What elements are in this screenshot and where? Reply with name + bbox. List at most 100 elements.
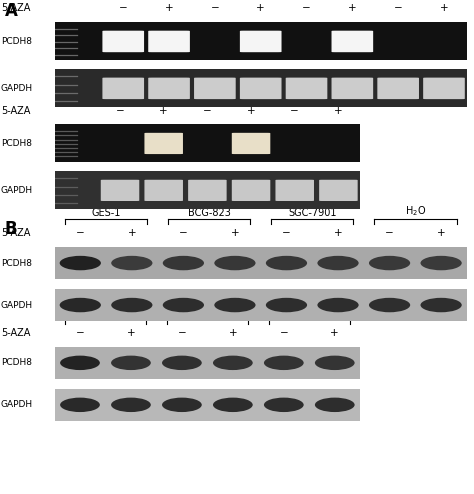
- Text: 5-AZA: 5-AZA: [1, 3, 30, 13]
- Text: 5-AZA: 5-AZA: [1, 228, 30, 238]
- Text: −: −: [302, 3, 311, 13]
- Text: +: +: [440, 3, 448, 13]
- FancyBboxPatch shape: [188, 180, 227, 201]
- Text: −: −: [76, 228, 85, 238]
- FancyBboxPatch shape: [319, 180, 358, 201]
- Ellipse shape: [213, 356, 253, 370]
- Ellipse shape: [369, 256, 410, 270]
- Text: −: −: [119, 3, 128, 13]
- Text: PCDH8: PCDH8: [1, 139, 32, 148]
- Text: GAPDH: GAPDH: [1, 83, 33, 93]
- Text: +: +: [231, 228, 239, 238]
- FancyBboxPatch shape: [423, 78, 465, 99]
- Text: +: +: [128, 228, 136, 238]
- FancyBboxPatch shape: [331, 31, 373, 52]
- Text: MKN-28: MKN-28: [210, 85, 248, 95]
- FancyBboxPatch shape: [240, 78, 282, 99]
- Ellipse shape: [214, 298, 255, 312]
- Ellipse shape: [264, 356, 304, 370]
- Ellipse shape: [315, 356, 355, 370]
- Text: −: −: [178, 328, 186, 338]
- FancyBboxPatch shape: [377, 78, 419, 99]
- Ellipse shape: [369, 298, 410, 312]
- FancyBboxPatch shape: [148, 31, 190, 52]
- FancyBboxPatch shape: [148, 78, 190, 99]
- Ellipse shape: [315, 398, 355, 412]
- Text: −: −: [385, 228, 394, 238]
- FancyBboxPatch shape: [286, 78, 328, 99]
- Text: GAPDH: GAPDH: [1, 300, 33, 310]
- FancyBboxPatch shape: [145, 133, 183, 154]
- FancyBboxPatch shape: [145, 180, 183, 201]
- Text: MKN-28: MKN-28: [188, 308, 227, 318]
- Text: −: −: [282, 228, 291, 238]
- Ellipse shape: [266, 298, 307, 312]
- FancyBboxPatch shape: [102, 31, 144, 52]
- FancyBboxPatch shape: [232, 133, 270, 154]
- FancyBboxPatch shape: [331, 78, 373, 99]
- Ellipse shape: [213, 398, 253, 412]
- Ellipse shape: [60, 398, 100, 412]
- Text: +: +: [334, 228, 342, 238]
- Ellipse shape: [318, 298, 359, 312]
- FancyBboxPatch shape: [102, 78, 144, 99]
- Text: −: −: [76, 328, 84, 338]
- Text: Marker: Marker: [59, 83, 93, 93]
- Text: −: −: [394, 3, 402, 13]
- Ellipse shape: [60, 298, 101, 312]
- Text: A: A: [5, 2, 18, 20]
- Text: −: −: [280, 328, 288, 338]
- Ellipse shape: [420, 256, 462, 270]
- Ellipse shape: [214, 256, 255, 270]
- FancyBboxPatch shape: [275, 180, 314, 201]
- Text: −: −: [116, 106, 124, 116]
- Text: H$_2$O: H$_2$O: [306, 81, 327, 95]
- Ellipse shape: [266, 256, 307, 270]
- Text: 5-AZA: 5-AZA: [1, 328, 30, 338]
- FancyBboxPatch shape: [240, 31, 282, 52]
- Ellipse shape: [111, 356, 151, 370]
- FancyBboxPatch shape: [101, 180, 139, 201]
- Text: BCG-823: BCG-823: [188, 208, 230, 218]
- Text: PCDH8: PCDH8: [1, 358, 32, 368]
- Text: +: +: [228, 328, 237, 338]
- Text: +: +: [165, 3, 173, 13]
- Text: SGC-7901: SGC-7901: [288, 208, 337, 218]
- Text: +: +: [127, 328, 135, 338]
- Text: H$_2$O: H$_2$O: [405, 205, 426, 218]
- Text: +: +: [256, 3, 265, 13]
- Text: PCDH8: PCDH8: [1, 37, 32, 46]
- Text: PCDH8: PCDH8: [1, 258, 32, 268]
- Text: MKN-45: MKN-45: [123, 85, 161, 95]
- FancyBboxPatch shape: [194, 78, 236, 99]
- Ellipse shape: [318, 256, 359, 270]
- Ellipse shape: [163, 256, 204, 270]
- Text: 5-AZA: 5-AZA: [1, 106, 30, 116]
- Text: +: +: [334, 106, 343, 116]
- Ellipse shape: [111, 298, 153, 312]
- Ellipse shape: [111, 256, 153, 270]
- Text: GAPDH: GAPDH: [1, 400, 33, 410]
- Text: H$_2$O: H$_2$O: [299, 304, 320, 318]
- Ellipse shape: [162, 356, 202, 370]
- FancyBboxPatch shape: [232, 180, 270, 201]
- Text: B: B: [5, 220, 18, 238]
- Ellipse shape: [162, 398, 202, 412]
- Text: GES-1: GES-1: [91, 208, 121, 218]
- Text: +: +: [437, 228, 446, 238]
- Text: −: −: [203, 106, 212, 116]
- Ellipse shape: [60, 256, 101, 270]
- Ellipse shape: [264, 398, 304, 412]
- Text: −: −: [291, 106, 299, 116]
- Ellipse shape: [420, 298, 462, 312]
- Text: −: −: [179, 228, 188, 238]
- Text: +: +: [348, 3, 356, 13]
- Text: MKN-45: MKN-45: [86, 308, 125, 318]
- Text: +: +: [159, 106, 168, 116]
- Ellipse shape: [111, 398, 151, 412]
- Text: +: +: [247, 106, 255, 116]
- Text: GAPDH: GAPDH: [1, 186, 33, 195]
- Ellipse shape: [60, 356, 100, 370]
- Text: +: +: [330, 328, 339, 338]
- Ellipse shape: [163, 298, 204, 312]
